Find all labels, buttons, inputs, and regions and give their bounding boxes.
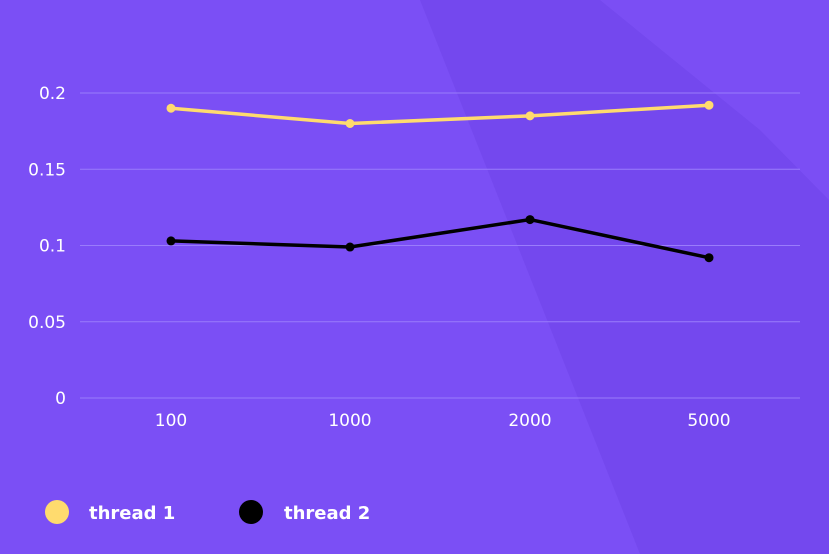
data-point bbox=[166, 103, 176, 113]
y-tick-label: 0.15 bbox=[28, 160, 66, 180]
data-point bbox=[345, 119, 355, 128]
series-2 bbox=[166, 215, 714, 263]
legend-label: thread 1 bbox=[89, 503, 175, 524]
x-tick-label: 1000 bbox=[328, 411, 371, 431]
data-point bbox=[345, 242, 355, 252]
series-line bbox=[169, 103, 711, 126]
x-tick-label: 5000 bbox=[687, 411, 730, 431]
data-point bbox=[525, 215, 535, 225]
data-point bbox=[704, 100, 714, 110]
x-tick-label: 100 bbox=[155, 411, 187, 431]
data-point bbox=[525, 111, 535, 121]
legend-item: thread 2 bbox=[239, 500, 370, 524]
legend: thread 1 thread 2 bbox=[45, 500, 370, 524]
y-tick-label: 0.1 bbox=[39, 237, 66, 257]
y-tick-label: 0.05 bbox=[28, 313, 66, 333]
legend-label: thread 2 bbox=[284, 503, 370, 524]
background-shade bbox=[420, 0, 829, 554]
legend-marker bbox=[45, 500, 69, 524]
data-point bbox=[166, 236, 176, 246]
x-tick-label: 2000 bbox=[508, 411, 551, 431]
legend-item: thread 1 bbox=[45, 500, 175, 524]
y-tick-label: 0 bbox=[55, 389, 66, 409]
grid bbox=[80, 92, 800, 399]
legend-marker bbox=[239, 500, 263, 524]
series-layer bbox=[166, 100, 714, 263]
series-1 bbox=[166, 100, 714, 128]
y-axis-ticks: 0 0.05 0.1 0.15 0.2 bbox=[28, 84, 66, 409]
background-highlight bbox=[600, 0, 829, 200]
y-tick-label: 0.2 bbox=[39, 84, 66, 104]
x-axis-ticks: 100 1000 2000 5000 bbox=[155, 411, 731, 431]
series-line bbox=[169, 217, 711, 260]
data-point bbox=[704, 253, 714, 263]
